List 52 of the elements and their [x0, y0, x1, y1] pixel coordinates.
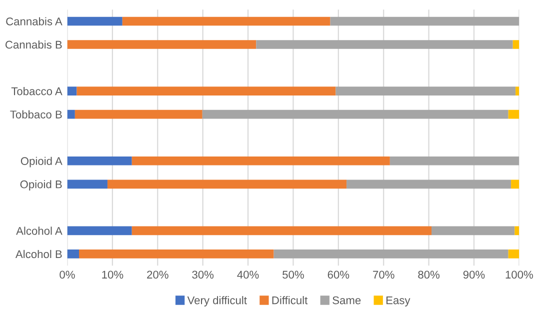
legend-label: Easy	[386, 296, 410, 306]
bar	[122, 16, 330, 26]
bar	[390, 156, 520, 166]
bar	[74, 110, 202, 119]
bar	[132, 226, 432, 236]
y-tick-label: Alcohol A	[16, 226, 62, 235]
y-tick-label: Alcohol B	[15, 250, 62, 258]
bar	[67, 40, 256, 49]
bar	[107, 180, 347, 189]
bar	[336, 86, 516, 96]
bar	[508, 250, 520, 258]
legend-label: Same	[332, 296, 361, 304]
x-tick-label: 100%	[506, 270, 533, 279]
bar	[67, 86, 77, 96]
bar	[274, 250, 508, 258]
x-tick-label: 40%	[237, 270, 259, 279]
bar	[67, 226, 132, 236]
bar	[79, 250, 274, 258]
x-tick-label: 60%	[328, 270, 350, 279]
bar	[202, 110, 508, 119]
bar	[132, 156, 390, 166]
bar	[67, 180, 108, 189]
bar	[508, 110, 520, 119]
legend-label: Very difficult	[187, 296, 247, 306]
y-tick-label: Opioid B	[20, 180, 62, 190]
x-tick-label: 80%	[418, 270, 440, 279]
y-tick-label: Opioid A	[20, 156, 62, 168]
x-tick-label: 70%	[373, 270, 394, 279]
x-tick-label: 0%	[60, 270, 75, 279]
bar	[432, 226, 515, 236]
bar	[67, 110, 75, 119]
bar	[516, 86, 520, 96]
bar	[76, 86, 336, 96]
bar	[67, 16, 122, 26]
bar	[67, 156, 132, 166]
bar	[512, 40, 520, 49]
legend-label: Difficult	[272, 296, 308, 304]
x-tick-label: 90%	[463, 270, 485, 279]
bar	[511, 180, 520, 189]
x-tick-label: 10%	[102, 270, 124, 279]
y-tick-label: Tobbaco B	[10, 110, 62, 118]
bar	[67, 250, 79, 258]
y-tick-label: Cannabis A	[6, 17, 62, 26]
x-tick-label: 20%	[147, 270, 168, 279]
bar	[330, 16, 520, 26]
bar	[514, 226, 520, 236]
bar	[256, 40, 513, 49]
x-tick-label: 50%	[282, 270, 304, 279]
y-tick-label: Cannabis B	[6, 40, 62, 49]
x-tick-label: 30%	[192, 270, 214, 279]
bar	[346, 180, 512, 189]
y-tick-label: Tobacco A	[11, 87, 62, 96]
